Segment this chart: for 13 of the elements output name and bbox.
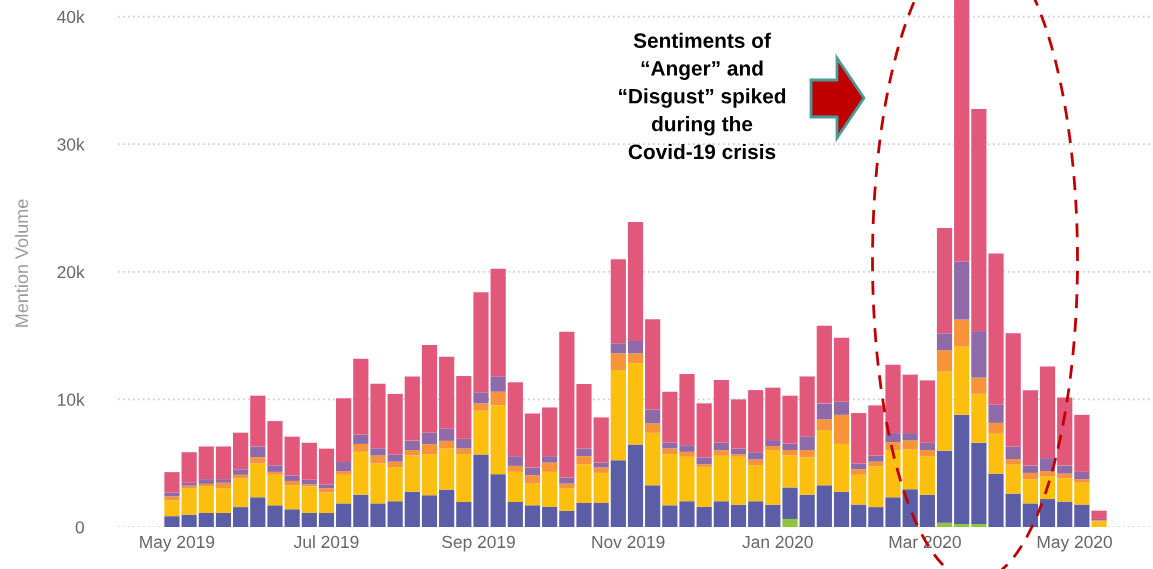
y-axis-title: Mention Volume [14,199,29,327]
x-tick-label: Jan 2020 [742,535,813,549]
y-tick-label: 10k [58,393,85,406]
x-tick-label: Jul 2019 [293,535,359,549]
x-tick-label: Sep 2019 [442,535,515,552]
annotation: Sentiments of “Anger” and “Disgust” spiked during the Covid-19 crisis [619,32,786,160]
y-tick-label: 20k [57,265,85,279]
x-tick-label: May 2019 [140,535,215,552]
y-tick-label: 40k [57,10,85,24]
x-tick-label: May 2020 [1037,535,1112,552]
y-tick-label: 0 [75,521,84,534]
x-tick-label: Nov 2019 [592,535,665,549]
y-tick-label: 30k [57,137,85,151]
